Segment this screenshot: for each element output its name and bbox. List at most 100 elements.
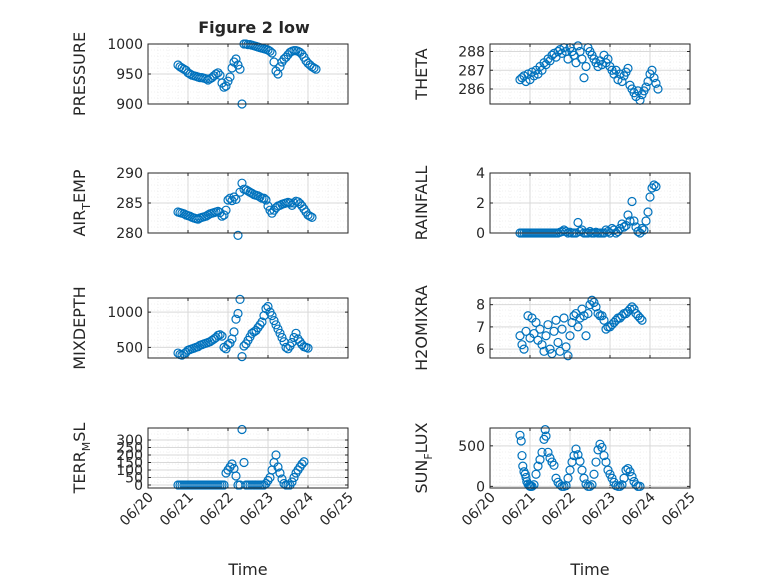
data-point	[573, 450, 583, 460]
data-point	[615, 481, 625, 491]
y-tick-label: 287	[458, 63, 485, 79]
data-point	[231, 314, 241, 324]
data-point	[653, 84, 663, 94]
data-point	[587, 480, 597, 490]
data-point	[555, 480, 565, 490]
data-point	[307, 212, 317, 222]
data-point	[619, 222, 629, 232]
y-tick-label: 500	[458, 439, 485, 455]
data-point	[599, 315, 609, 325]
data-point	[275, 328, 285, 338]
data-point	[553, 337, 563, 348]
y-tick-label: 200	[116, 448, 143, 464]
data-point	[635, 313, 645, 323]
x-tick-label: 06/22	[539, 490, 579, 530]
data-point	[540, 425, 550, 435]
data-point	[569, 311, 579, 321]
subplot-air-temp: 280 285 290 AIRTEMP	[70, 166, 349, 242]
data-point	[309, 63, 319, 73]
data-point	[591, 302, 601, 312]
x-tick-label: 06/25	[317, 490, 357, 530]
data-point	[233, 230, 243, 240]
data-point	[273, 324, 283, 334]
x-axis-label: Time	[227, 560, 267, 579]
y-tick-label: 290	[116, 166, 143, 182]
data-point	[581, 331, 591, 341]
data-point	[231, 471, 241, 481]
y-axis-label: TERRMSL	[70, 423, 93, 495]
y-tick-label: 1000	[107, 37, 143, 53]
data-point	[627, 302, 637, 312]
data-point	[516, 436, 526, 446]
data-point	[219, 210, 229, 220]
y-tick-label: 2	[476, 196, 485, 212]
x-tick-label: 06/24	[619, 489, 659, 529]
data-point	[235, 294, 245, 305]
x-tick-label: 06/21	[157, 490, 197, 530]
y-axis-label: AIRTEMP	[70, 169, 93, 236]
data-point	[643, 207, 653, 217]
y-tick-label: 8	[476, 298, 485, 314]
y-tick-label: 50	[125, 471, 143, 487]
data-point	[289, 332, 299, 343]
y-tick-label: 285	[116, 196, 143, 212]
data-point	[259, 193, 269, 203]
data-point	[221, 81, 231, 91]
data-point	[581, 61, 591, 72]
data-point	[623, 210, 633, 220]
data-point	[579, 73, 589, 83]
data-point	[623, 63, 633, 73]
data-point	[625, 304, 635, 314]
data-point	[527, 481, 537, 491]
y-tick-label: 150	[116, 456, 143, 472]
data-point	[627, 196, 637, 207]
data-point	[629, 216, 639, 226]
data-point	[263, 301, 273, 312]
data-point	[569, 450, 579, 461]
data-point	[621, 465, 631, 475]
data-point	[649, 73, 659, 83]
y-tick-label: 500	[116, 340, 143, 356]
data-point	[563, 351, 573, 361]
data-point	[215, 330, 225, 340]
figure-title: Figure 2 low	[198, 18, 310, 37]
x-tick-label: 06/24	[277, 489, 317, 529]
y-axis-label: SUNFLUX	[412, 422, 435, 493]
data-point	[231, 54, 241, 64]
y-tick-label: 7	[476, 320, 485, 336]
x-tick-label: 06/25	[659, 490, 699, 530]
y-tick-label: 286	[458, 82, 485, 98]
data-point	[229, 192, 239, 202]
data-point	[549, 460, 559, 470]
data-point	[273, 462, 283, 472]
y-tick-label: 100	[116, 463, 143, 479]
data-point	[555, 346, 565, 356]
data-point	[281, 342, 291, 353]
data-point	[257, 317, 267, 327]
x-tick-label: 06/22	[197, 490, 237, 530]
data-point	[639, 225, 649, 235]
y-axis-label: PRESSURE	[70, 32, 89, 116]
y-tick-label: 900	[116, 97, 143, 113]
data-point	[255, 320, 265, 330]
data-point	[575, 456, 585, 466]
data-point	[223, 76, 233, 86]
data-point	[625, 216, 635, 226]
data-point	[537, 340, 547, 350]
axes-box	[147, 43, 349, 105]
data-point	[637, 315, 647, 325]
data-point	[573, 217, 583, 228]
data-point	[641, 216, 651, 226]
data-point	[225, 193, 235, 203]
data-point	[277, 332, 287, 343]
data-point	[577, 54, 587, 64]
data-point	[271, 320, 281, 330]
subplot-theta: 286 287 288 THETA	[412, 41, 691, 105]
data-point	[585, 481, 595, 491]
y-tick-label: 280	[116, 226, 143, 242]
data-point	[211, 69, 221, 79]
data-point	[529, 328, 539, 339]
axes-box	[147, 427, 349, 489]
y-tick-label: 1000	[107, 305, 143, 321]
